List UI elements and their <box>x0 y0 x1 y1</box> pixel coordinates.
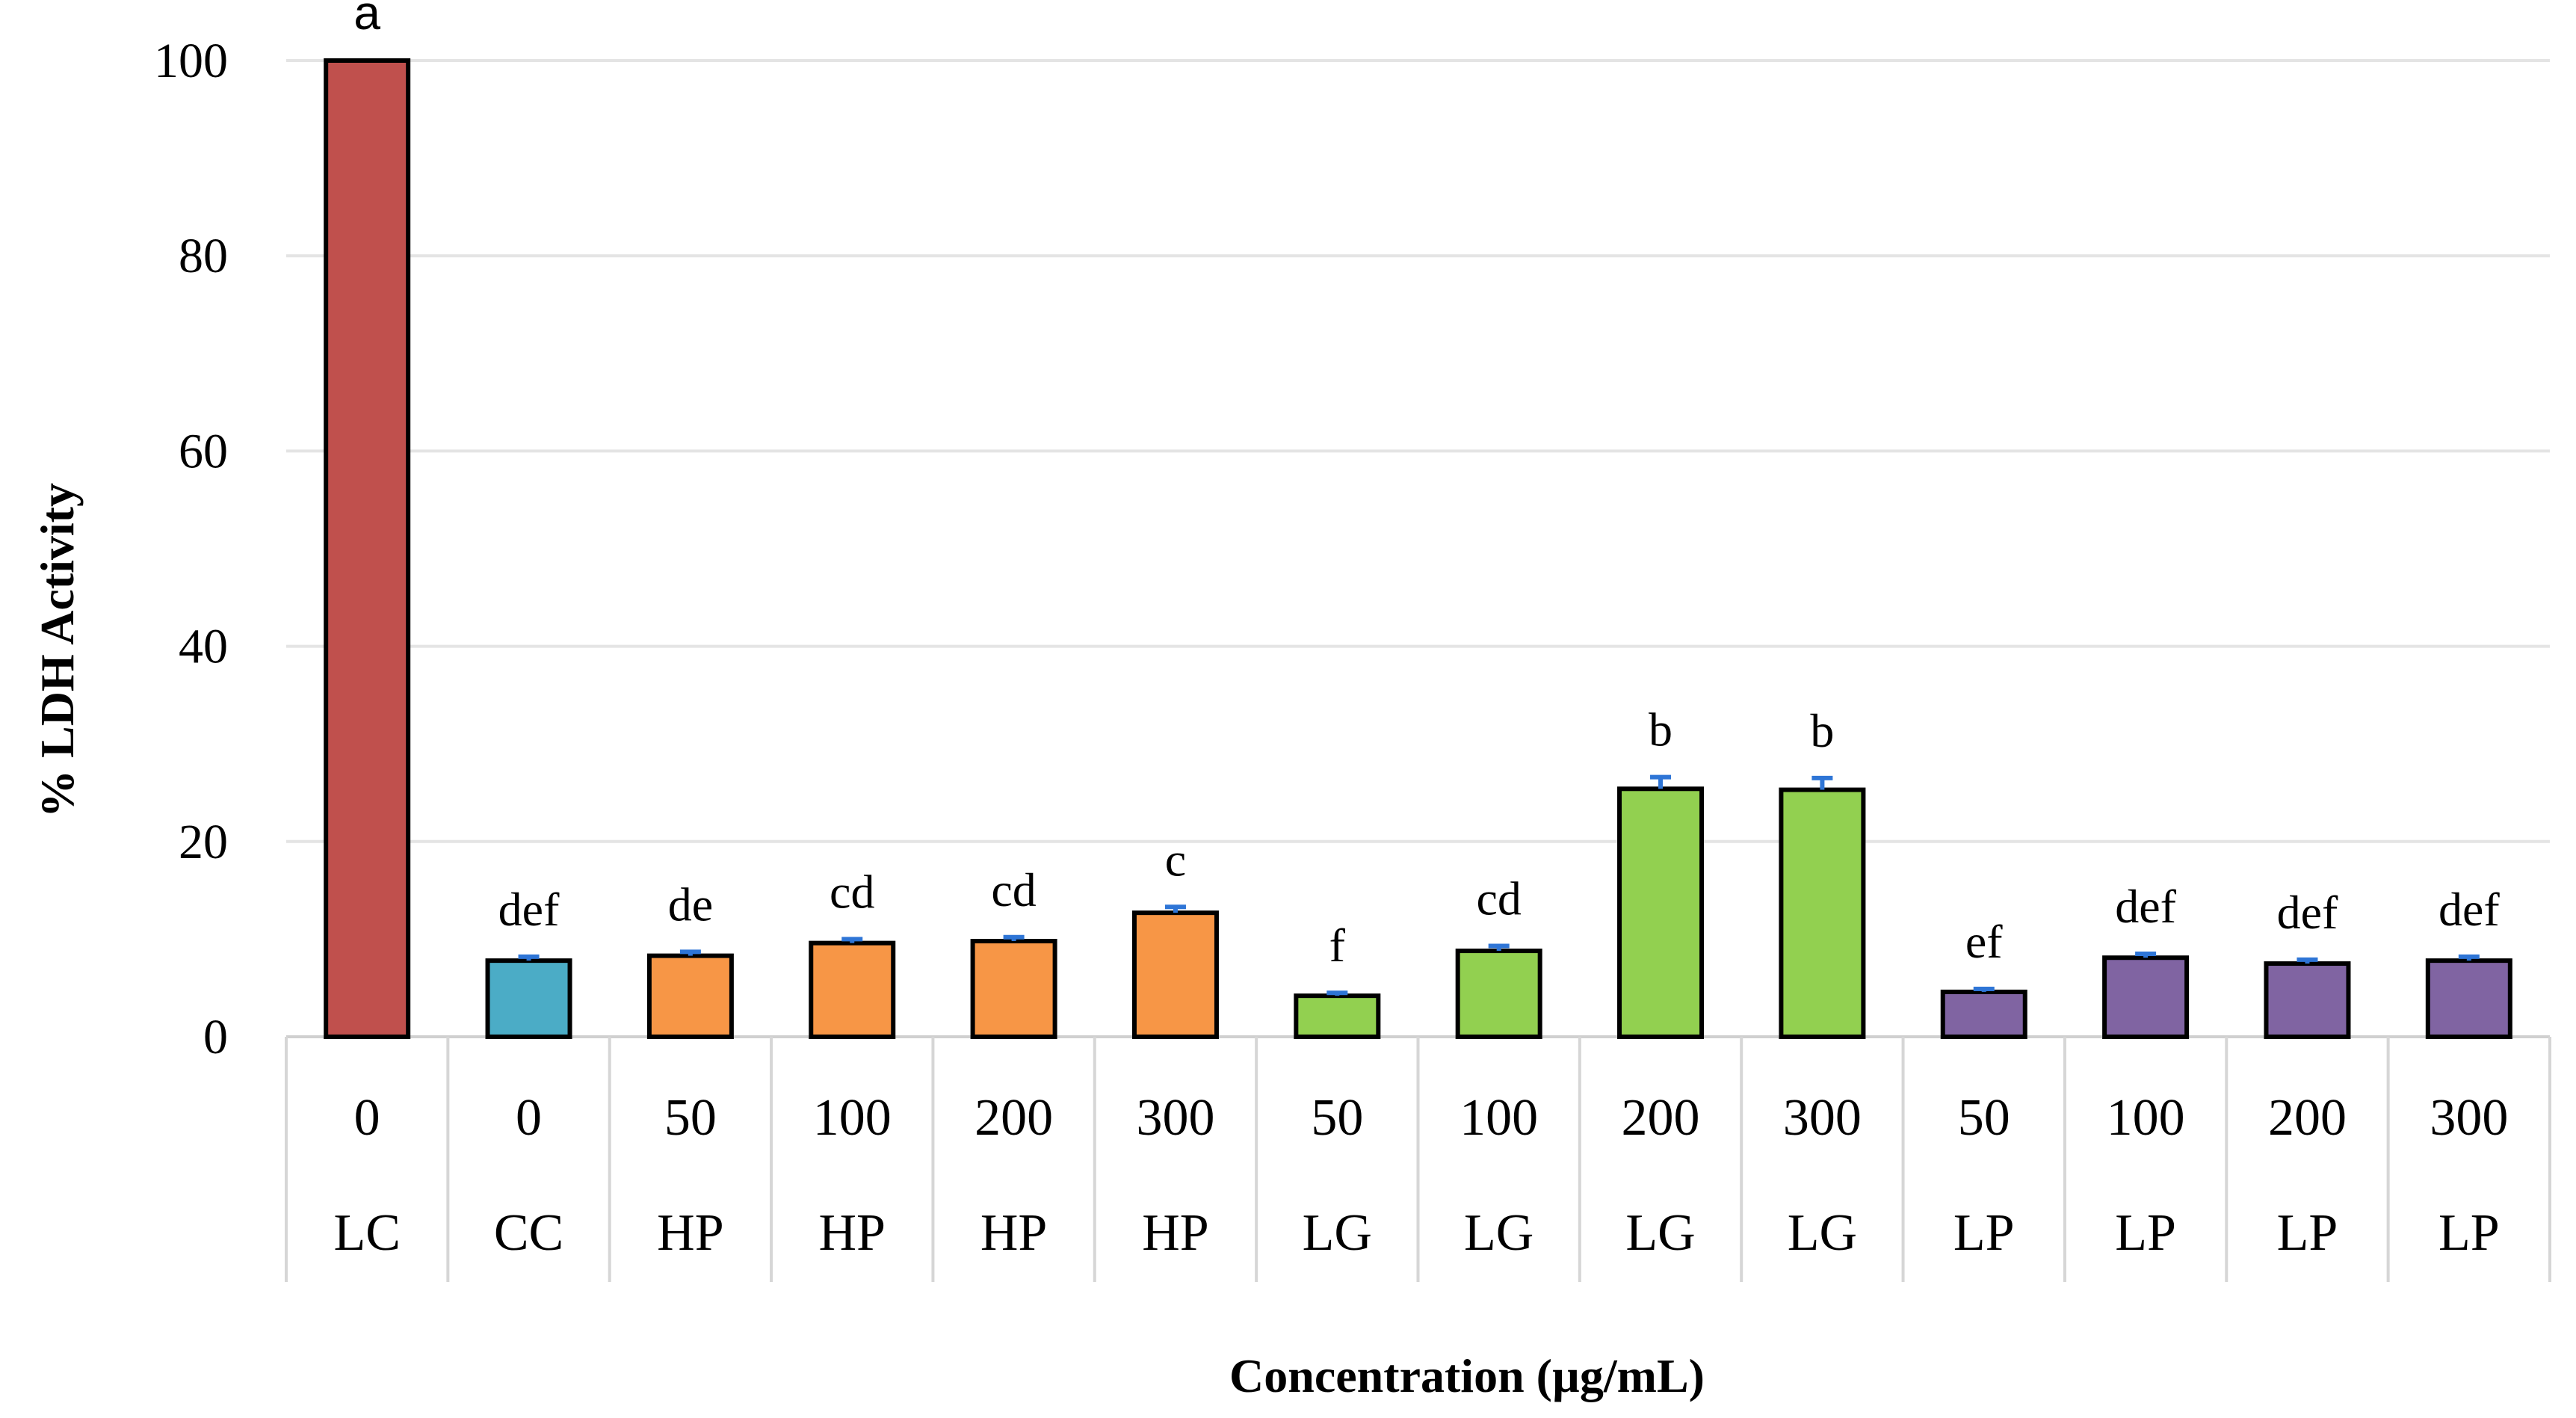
y-tick-label: 0 <box>203 1010 228 1064</box>
bar <box>1294 993 1381 1039</box>
concentration-label: 50 <box>1311 1089 1363 1147</box>
group-label: HP <box>819 1204 886 1262</box>
group-label: LP <box>2277 1204 2338 1262</box>
bar <box>1131 910 1219 1039</box>
concentration-label: 50 <box>1958 1089 2010 1147</box>
error-bar <box>841 937 863 943</box>
bar <box>2425 958 2512 1039</box>
bar <box>485 958 572 1039</box>
bar <box>646 953 734 1040</box>
error-bar <box>1326 990 1348 996</box>
significance-label: def <box>498 883 560 936</box>
significance-label: def <box>2277 886 2338 939</box>
y-tick-label: 100 <box>154 34 228 88</box>
group-label: LP <box>2438 1204 2500 1262</box>
group-label: LC <box>333 1204 400 1262</box>
y-tick-label: 60 <box>179 424 228 478</box>
error-bar <box>2458 954 2480 961</box>
significance-label: b <box>1810 704 1834 757</box>
error-bar <box>1488 943 1510 952</box>
group-label: HP <box>1142 1204 1208 1262</box>
significance-label: cd <box>830 865 874 918</box>
concentration-label: 0 <box>354 1089 380 1147</box>
error-bar <box>2135 951 2157 958</box>
error-bar <box>1811 775 1833 790</box>
significance-label: ef <box>1965 915 2003 968</box>
error-bar <box>2297 957 2318 964</box>
group-label: LP <box>2115 1204 2176 1262</box>
concentration-label: 300 <box>2430 1089 2508 1147</box>
error-bar <box>679 949 701 956</box>
group-label: HP <box>657 1204 723 1262</box>
y-axis-ticks: 0 20 40 60 80 100 <box>154 34 228 1064</box>
concentration-label: 50 <box>664 1089 717 1147</box>
bar <box>324 58 411 1039</box>
significance-label: b <box>1649 703 1672 756</box>
error-bar <box>1973 987 1995 992</box>
gridlines <box>286 59 2550 1038</box>
significance-label: cd <box>991 863 1036 916</box>
bar <box>1617 786 1705 1039</box>
y-tick-label: 20 <box>179 815 228 869</box>
significance-label: a <box>353 0 380 40</box>
significance-label: def <box>2438 883 2500 936</box>
y-tick-label: 40 <box>179 620 228 674</box>
group-label: LG <box>1788 1204 1857 1262</box>
concentration-label: 200 <box>2268 1089 2347 1147</box>
y-tick-label: 80 <box>179 229 228 283</box>
group-label: LG <box>1464 1204 1533 1262</box>
significance-label: cd <box>1476 872 1521 925</box>
error-bar <box>1650 774 1672 789</box>
bar <box>2102 955 2190 1039</box>
significance-label: de <box>668 878 713 931</box>
group-label: LG <box>1303 1204 1372 1262</box>
group-label: CC <box>494 1204 563 1262</box>
significance-label: f <box>1329 919 1346 972</box>
concentration-label: 100 <box>1460 1089 1538 1147</box>
concentration-label: 300 <box>1783 1089 1862 1147</box>
group-label: LP <box>1953 1204 2015 1262</box>
bar <box>809 940 896 1040</box>
x-axis-title: Concentration (µg/mL) <box>1229 1349 1705 1402</box>
concentration-label: 200 <box>1622 1089 1700 1147</box>
y-axis-title: % LDH Activity <box>31 483 84 818</box>
category-table: 0 LC 0 CC 50 HP 100 HP 200 HP 300 HP 50 LG 100 LG 200 LG 3… <box>285 1037 2551 1282</box>
group-label: HP <box>980 1204 1047 1262</box>
concentration-label: 100 <box>813 1089 892 1147</box>
bars: a def de cd cd c f cd b b ef def def def <box>324 0 2512 1040</box>
concentration-label: 200 <box>975 1089 1053 1147</box>
significance-label: def <box>2115 880 2176 933</box>
bar <box>1779 787 1866 1040</box>
error-bar <box>1003 934 1025 942</box>
group-label: LG <box>1625 1204 1695 1262</box>
bar <box>2264 961 2351 1040</box>
concentration-label: 0 <box>516 1089 542 1147</box>
concentration-label: 300 <box>1136 1089 1214 1147</box>
error-bar <box>518 954 540 961</box>
error-bar <box>1164 904 1186 913</box>
concentration-label: 100 <box>2107 1089 2185 1147</box>
bar <box>970 939 1057 1039</box>
bar <box>1940 989 2027 1039</box>
significance-label: c <box>1165 833 1186 886</box>
bar <box>1455 949 1542 1040</box>
